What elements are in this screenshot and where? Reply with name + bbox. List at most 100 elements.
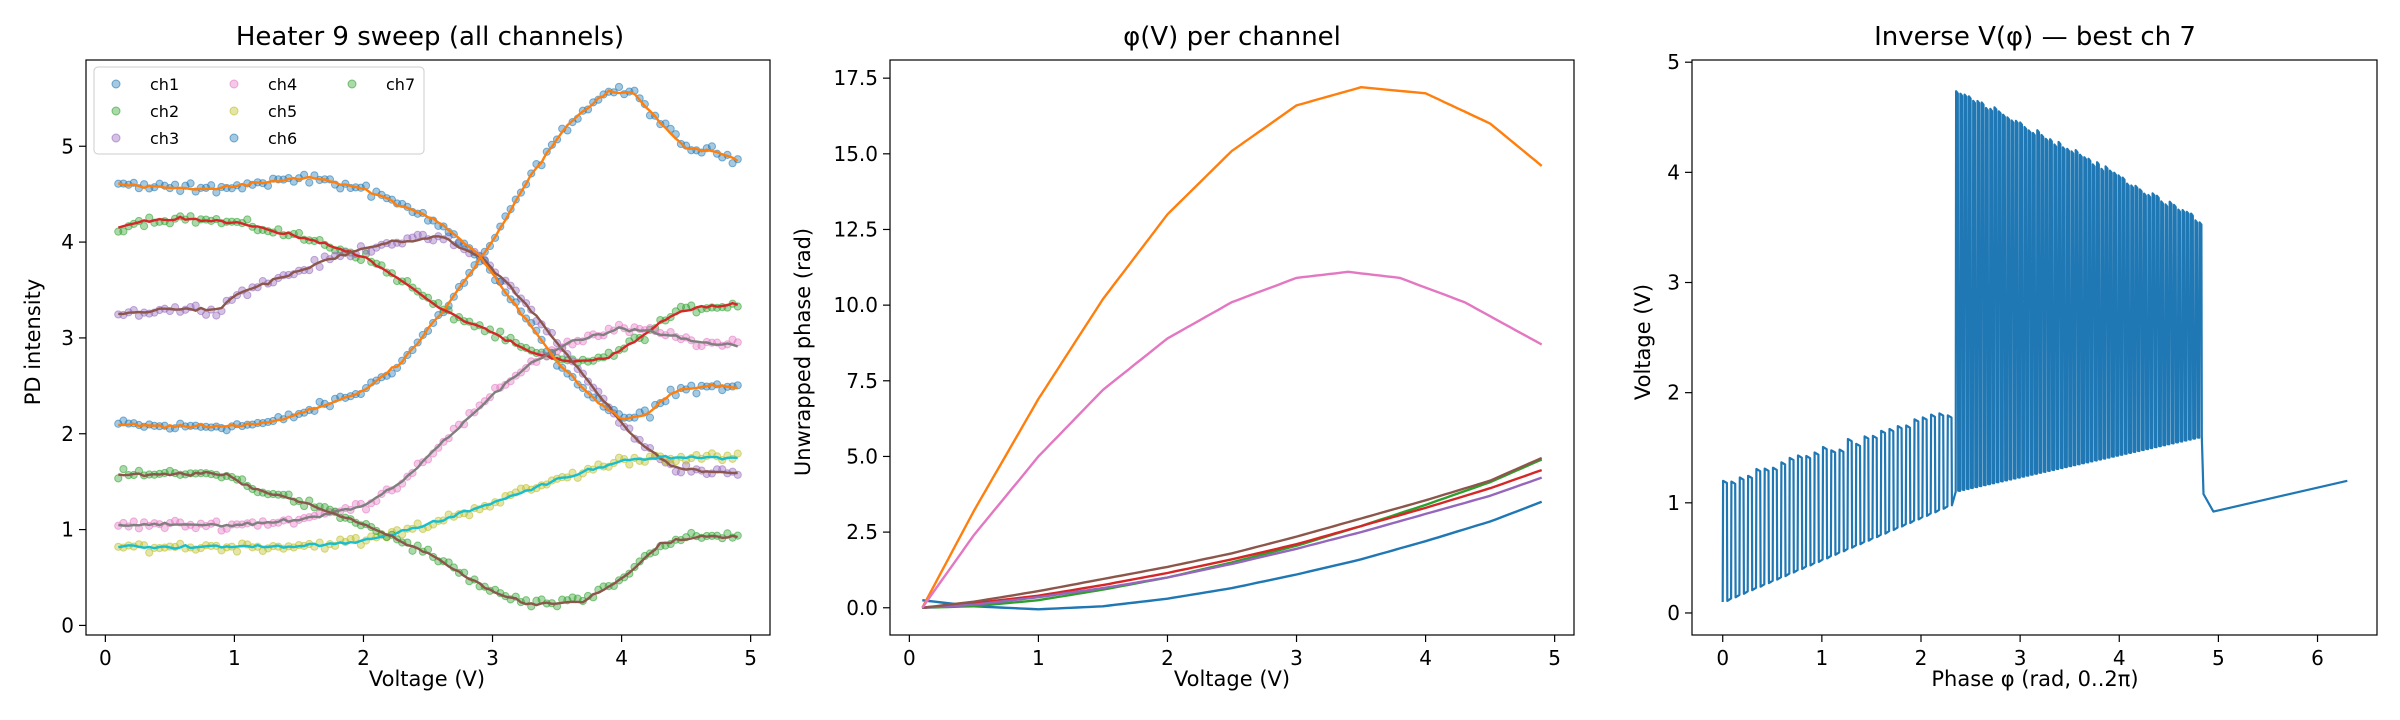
data-point-ch1	[614, 82, 624, 92]
fit-line-ch5	[118, 454, 738, 550]
phase-per-channel-x-tick-label: 1	[1032, 646, 1045, 670]
data-point-ch5	[465, 511, 474, 520]
title-inverse-voltage: Inverse V(φ) — best ch 7	[1874, 22, 2196, 52]
data-point-ch2	[139, 222, 149, 231]
legend-label-ch1: ch1	[150, 75, 179, 94]
panel-inverse-voltage: Inverse V(φ) — best ch 7 Phase φ (rad, 0…	[1631, 22, 2378, 691]
heater-sweep-x-tick-label: 1	[228, 646, 241, 670]
ylabel-phase-per-channel: Unwrapped phase (rad)	[791, 228, 815, 476]
data-point-ch5	[351, 533, 360, 543]
data-point-ch4	[160, 523, 169, 533]
heater-sweep-y-tick-label: 0	[61, 613, 74, 637]
fit-line-ch7	[118, 470, 738, 607]
phase-per-channel-y-tick-label: 7.5	[846, 369, 878, 393]
phase-per-channel-x-tick-label: 5	[1548, 646, 1561, 670]
fit-line-ch1	[118, 89, 739, 430]
data-point-ch5	[232, 547, 242, 556]
phase-per-channel-x-tick-label: 0	[903, 646, 916, 670]
phase-per-channel-y-tick-label: 2.5	[846, 520, 878, 544]
fit-line-ch3	[118, 235, 738, 475]
legend-label-ch6: ch6	[268, 129, 297, 148]
data-point-ch3	[243, 290, 252, 300]
panel-phase-per-channel: φ(V) per channel Voltage (V) Unwrapped p…	[791, 22, 1575, 691]
heater-sweep-axes-frame	[85, 59, 771, 636]
phase-per-channel-axes-frame	[889, 59, 1575, 636]
xlabel-inverse-voltage: Phase φ (rad, 0..2π)	[1931, 667, 2138, 691]
heater-sweep-y-tick-label: 4	[61, 230, 74, 254]
heater-sweep-x-tick-label: 2	[357, 646, 370, 670]
inverse-voltage-x-tick-label: 1	[1815, 646, 1828, 670]
phase-per-channel-y-tick-label: 15.0	[833, 142, 878, 166]
data-point-ch7	[635, 557, 644, 566]
inverse-voltage-y-tick-label: 4	[1667, 160, 1680, 184]
data-point-ch2	[294, 228, 304, 238]
phase-curve-7	[921, 270, 1543, 609]
plot-area-heater-sweep: 0 1 2 3 4 5 0 1 2 3 4 5	[61, 59, 771, 670]
data-point-ch2	[119, 227, 128, 236]
inverse-voltage-x-tick-label: 4	[2113, 646, 2126, 670]
inverse-voltage-x-tick-label: 2	[1915, 646, 1928, 670]
legend-marker-ch2	[111, 106, 121, 116]
heater-sweep-x-tick-label: 4	[615, 646, 628, 670]
legend-marker-ch3	[111, 133, 121, 143]
phase-curve-4	[922, 468, 1543, 609]
inverse-voltage-y-tick-label: 2	[1667, 381, 1680, 405]
data-point-ch5	[145, 548, 154, 557]
data-point-ch6	[305, 178, 314, 187]
data-point-ch2	[640, 336, 649, 345]
phase-curve-2	[921, 86, 1543, 609]
phase-curve-3	[922, 458, 1543, 609]
xlabel-heater-sweep: Voltage (V)	[369, 667, 485, 691]
inverse-voltage-y-tick-label: 1	[1667, 491, 1680, 515]
inverse-voltage-line	[1721, 90, 2348, 603]
data-point-ch1	[707, 142, 717, 151]
phase-per-channel-x-tick-label: 3	[1290, 646, 1303, 670]
legend-marker-ch7	[347, 79, 357, 89]
fit-line-ch6	[117, 175, 738, 421]
phase-per-channel-y-tick-label: 12.5	[833, 217, 878, 241]
legend-label-ch2: ch2	[150, 102, 179, 121]
plot-area-phase-per-channel: 0 1 2 3 4 5 0.0 2.5 5.0 7.5 10.0 12.5 15.0 17.5	[833, 59, 1575, 670]
data-point-ch6	[186, 179, 195, 188]
inverse-voltage-y-tick-label: 5	[1667, 50, 1680, 74]
fit-line-ch2	[117, 215, 739, 363]
data-point-ch5	[733, 449, 742, 458]
phase-per-channel-x-tick-label: 2	[1161, 646, 1174, 670]
legend-box	[93, 66, 425, 155]
data-point-ch3	[212, 311, 221, 320]
data-point-ch7	[119, 464, 128, 474]
legend-marker-ch1	[111, 79, 121, 89]
data-point-ch5	[625, 460, 634, 469]
phase-per-channel-y-tick-label: 0.0	[846, 596, 878, 620]
panel-heater-sweep: Heater 9 sweep (all channels) Voltage (V…	[21, 22, 771, 691]
heater-sweep-x-tick-label: 0	[99, 646, 112, 670]
heater-sweep-y-tick-label: 5	[61, 134, 74, 158]
ylabel-inverse-voltage: Voltage (V)	[1631, 284, 1655, 400]
data-point-ch3	[191, 301, 200, 310]
legend: ch1 ch2 ch3 ch4 ch5 ch6 ch7	[93, 66, 425, 155]
phase-curve-6	[922, 456, 1543, 609]
xlabel-phase-per-channel: Voltage (V)	[1174, 667, 1290, 691]
legend-marker-ch4	[229, 79, 239, 89]
title-phase-per-channel: φ(V) per channel	[1123, 22, 1341, 52]
inverse-voltage-x-tick-label: 3	[2014, 646, 2027, 670]
phase-per-channel-x-tick-label: 4	[1419, 646, 1432, 670]
inverse-voltage-x-tick-label: 5	[2212, 646, 2225, 670]
plot-area-inverse-voltage: 0 1 2 3 4 5 6 0 1 2 3 4 5	[1667, 50, 2378, 670]
phase-per-channel-y-tick-label: 5.0	[846, 444, 878, 468]
inverse-voltage-y-tick-label: 3	[1667, 271, 1680, 295]
phase-per-channel-y-tick-label: 10.0	[833, 293, 878, 317]
phase-per-channel-y-tick-label: 17.5	[833, 66, 878, 90]
inverse-voltage-x-tick-label: 0	[1716, 646, 1729, 670]
legend-marker-ch5	[229, 106, 239, 116]
legend-marker-ch6	[229, 133, 239, 143]
phase-curve-5	[922, 476, 1543, 609]
fit-line-ch4	[118, 325, 739, 528]
data-point-ch7	[114, 474, 123, 483]
inverse-voltage-y-tick-label: 0	[1667, 601, 1680, 625]
data-point-ch2	[243, 215, 252, 224]
inverse-voltage-x-tick-label: 6	[2311, 646, 2324, 670]
data-point-ch6	[692, 389, 701, 398]
legend-label-ch5: ch5	[268, 102, 297, 121]
